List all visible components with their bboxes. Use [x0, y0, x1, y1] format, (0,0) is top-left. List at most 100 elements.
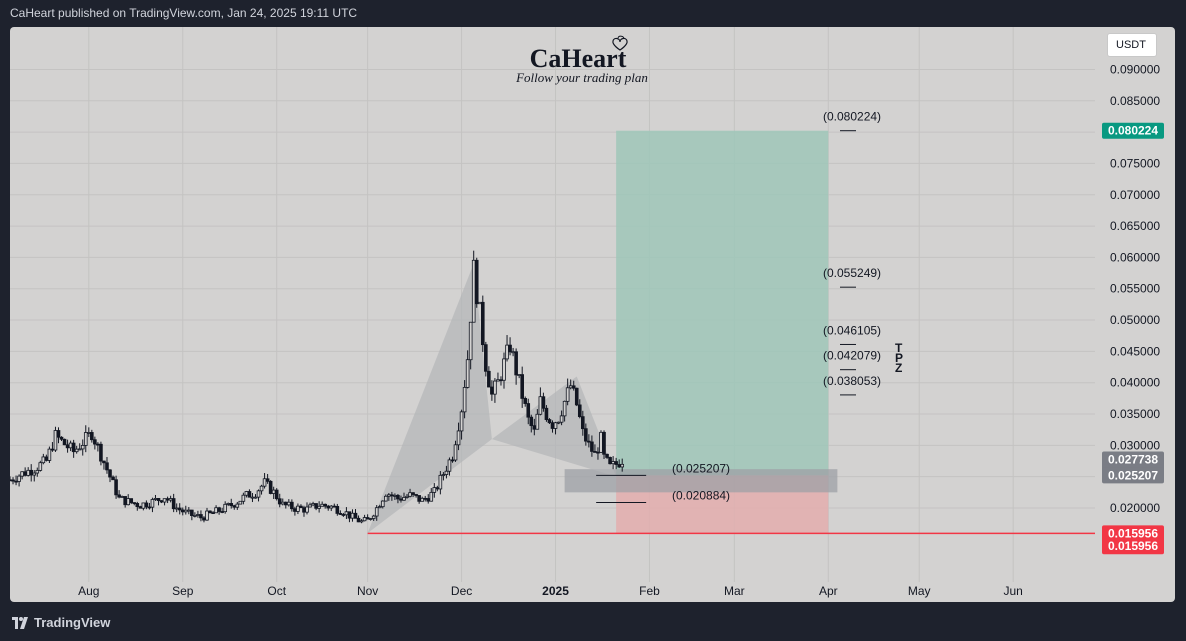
candle-down [129, 498, 134, 503]
candle-down [544, 407, 549, 420]
candle-up [183, 509, 188, 513]
candle-down [314, 503, 318, 509]
candle-down [114, 479, 118, 496]
price-chart[interactable]: (0.080224) (0.055249) (0.046105) (0.042079)… [10, 27, 1175, 602]
candle-up [256, 490, 261, 498]
price-tick-label: 0.065000 [1110, 219, 1160, 233]
price-levels: (0.080224) (0.055249) (0.046105) (0.042079)… [596, 110, 903, 503]
candle-up [538, 396, 543, 415]
candle-up [241, 494, 246, 502]
candle-down [450, 459, 455, 462]
candle-up [620, 463, 625, 468]
time-tick-label: Sep [172, 584, 194, 598]
candle-up [368, 518, 373, 520]
time-tick-label: May [908, 584, 931, 598]
candle-up [193, 514, 197, 517]
candle-up [74, 448, 79, 453]
position-zones [367, 130, 1095, 535]
candle-up [317, 505, 321, 509]
candle-down [390, 494, 394, 497]
candle-down [10, 479, 12, 482]
candlesticks [10, 250, 625, 524]
candle-down [111, 476, 115, 481]
candle-down [338, 513, 343, 515]
candle-down [138, 506, 143, 509]
candle-down [547, 419, 552, 424]
candle-up [308, 504, 312, 508]
candle-up [77, 448, 82, 451]
candle-down [23, 471, 27, 476]
candle-down [29, 469, 34, 476]
candle-up [305, 506, 309, 513]
candle-up [517, 374, 521, 376]
price-badge-label: 0.027738 [1108, 453, 1158, 467]
candle-down [56, 430, 61, 438]
candle-up [120, 496, 124, 498]
candle-down [14, 480, 18, 483]
level-label: (0.038053) [823, 374, 881, 388]
candle-down [581, 416, 585, 430]
time-tick-label: Aug [78, 584, 99, 598]
candle-down [290, 501, 294, 510]
candle-down [293, 508, 297, 512]
candle-down [365, 517, 370, 520]
candle-down [59, 436, 64, 440]
candle-down [596, 451, 600, 454]
candle-down [283, 501, 288, 506]
tradingview-logo-icon[interactable] [12, 616, 28, 629]
price-tick-label: 0.060000 [1110, 250, 1160, 264]
candle-up [53, 430, 58, 451]
candle-up [432, 487, 437, 493]
candle-down [411, 492, 415, 495]
candle-up [462, 387, 467, 413]
level-label: (0.020884) [672, 488, 730, 502]
price-tick-label: 0.045000 [1110, 344, 1160, 358]
candle-down [132, 502, 137, 504]
publish-header: CaHeart published on TradingView.com, Ja… [10, 6, 358, 20]
chart-frame[interactable]: (0.080224) (0.055249) (0.046105) (0.042079)… [10, 27, 1175, 602]
candle-up [447, 459, 452, 472]
candle-down [584, 428, 588, 442]
candle-up [429, 491, 434, 502]
tpz-letter: T [895, 341, 903, 355]
candle-down [220, 511, 224, 513]
candle-down [529, 416, 534, 427]
candle-down [277, 498, 282, 505]
heart-logo-icon [612, 35, 628, 51]
candle-down [541, 396, 546, 409]
currency-selector-button[interactable]: USDT [1107, 33, 1157, 57]
candle-up [223, 503, 227, 513]
candle-up [47, 448, 52, 461]
watermark-brand: CaHeart [530, 44, 627, 73]
level-label: (0.042079) [823, 349, 881, 363]
candle-up [377, 506, 382, 509]
candle-down [102, 460, 106, 464]
candle-up [420, 497, 424, 502]
candle-up [244, 491, 249, 496]
candle-down [299, 505, 303, 509]
watermark-tagline: Follow your trading plan [515, 70, 648, 85]
candle-down [65, 444, 70, 449]
candle-up [471, 259, 476, 323]
candle-up [374, 507, 379, 517]
footer-brand[interactable]: TradingView [34, 615, 111, 630]
candle-down [117, 494, 121, 498]
pattern-xab [367, 263, 492, 534]
candle-down [426, 498, 431, 502]
candle-up [32, 472, 37, 476]
candle-down [180, 509, 185, 513]
candle-up [83, 432, 88, 446]
candle-up [384, 495, 388, 502]
candle-up [565, 387, 570, 402]
candle-down [199, 514, 203, 519]
price-badge-last [1102, 451, 1164, 468]
candle-up [459, 411, 464, 432]
candle-up [453, 444, 458, 461]
candle-down [414, 494, 418, 496]
candle-down [99, 443, 103, 462]
candle-down [602, 431, 606, 455]
candle-down [71, 442, 76, 453]
price-tick-label: 0.030000 [1110, 438, 1160, 452]
candle-down [590, 441, 594, 452]
candle-down [208, 510, 212, 514]
